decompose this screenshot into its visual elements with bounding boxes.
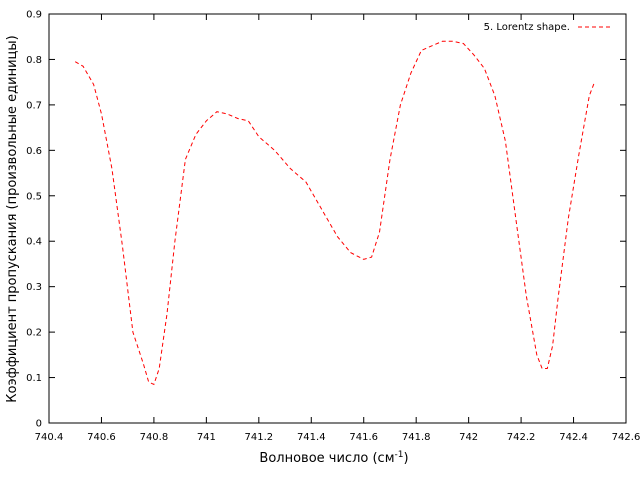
y-tick-label: 0.1 (26, 373, 42, 384)
y-tick-label: 0.9 (26, 10, 42, 21)
x-tick-label: 740.6 (87, 432, 116, 443)
legend: 5. Lorentz shape. (484, 22, 610, 33)
series-line (74, 40, 595, 386)
axis-ticks: 740.4 740.6 740.8 741 741.2 741.4 741.6 741.8 74… (26, 10, 640, 444)
x-axis-title: Волновое число (см-1) (259, 450, 408, 466)
x-tick-label: 741.4 (297, 432, 326, 443)
y-tick-label: 0.5 (26, 191, 42, 202)
y-tick-label: 0 (36, 419, 42, 430)
y-tick-label: 0.2 (26, 328, 42, 339)
y-tick-label: 0.3 (26, 282, 42, 293)
y-tick-label: 0.8 (26, 55, 42, 66)
x-tick-label: 741.8 (402, 432, 431, 443)
x-tick-label: 742.2 (507, 432, 536, 443)
y-tick-label: 0.7 (26, 100, 42, 111)
x-tick-label: 740.8 (140, 432, 169, 443)
x-tick-label: 741.2 (244, 432, 273, 443)
x-tick-label: 742 (459, 432, 478, 443)
x-tick-label: 741.6 (349, 432, 378, 443)
x-axis-title-superscript: -1 (395, 450, 404, 460)
x-tick-label: 742.6 (612, 432, 640, 443)
x-axis-title-close: ) (403, 451, 408, 466)
plot-frame (48, 13, 627, 424)
y-tick-label: 0.6 (26, 146, 42, 157)
y-axis-title: Коэффициент пропускания (произвольные ед… (5, 35, 20, 402)
x-tick-label: 742.4 (559, 432, 588, 443)
legend-label: 5. Lorentz shape. (484, 22, 570, 33)
x-tick-label: 740.4 (35, 432, 64, 443)
series-layer (74, 40, 595, 386)
x-tick-label: 741 (197, 432, 216, 443)
y-tick-label: 0.4 (26, 237, 42, 248)
